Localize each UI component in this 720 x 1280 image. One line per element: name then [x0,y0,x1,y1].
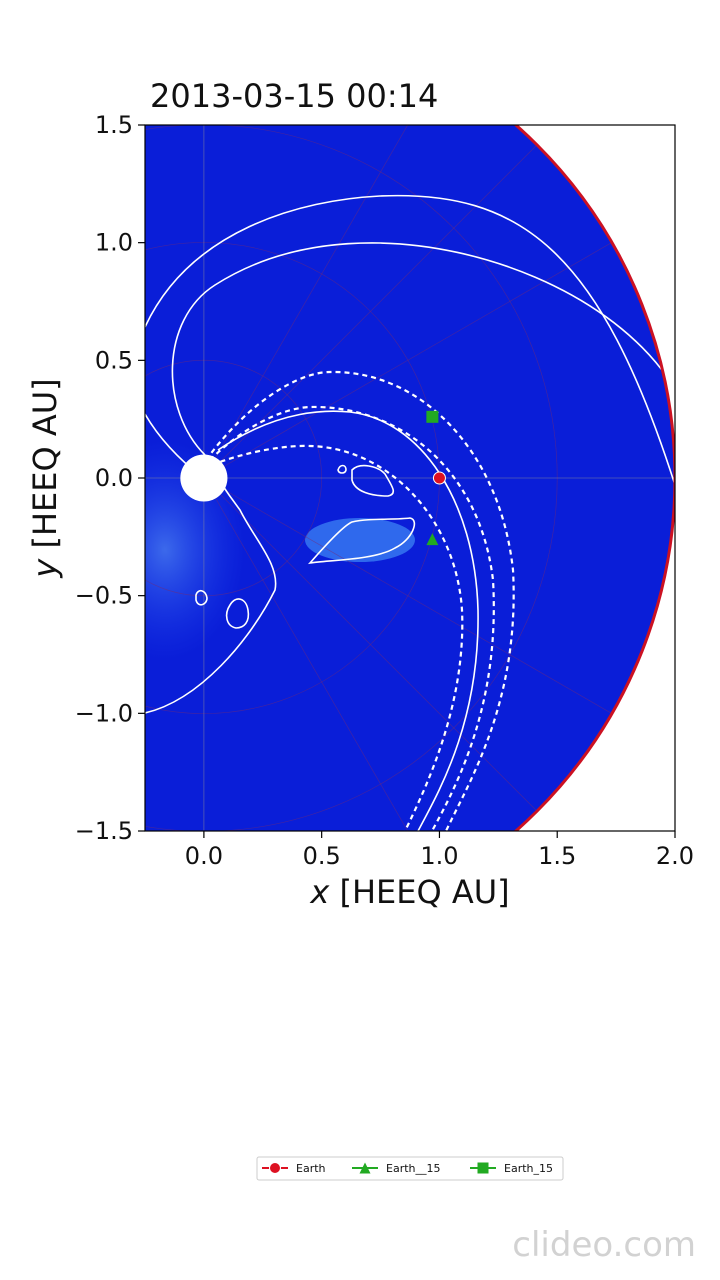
legend-label: Earth__15 [386,1162,441,1175]
chart-title: 2013-03-15 00:14 [150,77,438,115]
y-tick-label: −1.5 [75,817,133,845]
x-tick-label: 0.0 [185,842,223,870]
legend-entry-earth: Earth [262,1162,326,1175]
y-tick-label: −0.5 [75,582,133,610]
y-tick-label: 0.0 [95,464,133,492]
contour-cme-core [307,517,416,565]
x-axis-label-unit: [HEEQ AU] [329,873,509,911]
contour-small-blob [351,464,395,497]
y-axis-label-var: y [26,558,64,579]
x-tick-label: 1.5 [538,842,576,870]
legend-entry-earth--15: Earth__15 [352,1162,441,1175]
sun [180,454,228,502]
contour-tiny-blob [195,589,208,606]
legend: Earth Earth__15 Earth_15 [256,1156,564,1181]
contour-sheath-line [217,410,479,831]
contour-outer-arc [145,194,675,486]
y-tick-label: 0.5 [95,346,133,374]
x-axis-label-var: x [309,873,330,911]
plot-area [145,125,675,831]
y-axis-label-unit: [HEEQ AU] [26,378,64,558]
contour-lines [145,194,675,831]
marker-earth-15 [426,410,439,423]
grid-spoke [203,125,409,479]
y-axis-label: y [HEEQ AU] [26,378,64,578]
cme-front-inner [211,444,464,831]
grid-spoke [203,477,409,831]
grid-spoke [203,144,538,479]
contour-inner-arc [171,242,663,456]
legend-label: Earth_15 [504,1162,553,1175]
contour-sun-lobe [145,461,277,714]
x-tick-label: 1.0 [420,842,458,870]
cme-bright-region [305,518,415,562]
cme-front-middle [209,405,495,831]
y-tick-label: −1.0 [75,699,133,727]
grid-spoke [203,477,613,714]
marker-earth [432,471,446,485]
watermark: clideo.com [512,1225,696,1265]
y-tick-label: 1.0 [95,229,133,257]
y-tick-label: 1.5 [95,111,133,139]
x-tick-label: 0.5 [303,842,341,870]
contour-dot [337,464,347,474]
grid [145,125,675,831]
cme-front-outer [205,370,515,831]
x-axis-label: x [HEEQ AU] [309,873,509,911]
legend-entries: Earth Earth__15 Earth_15 [262,1162,553,1175]
contour-lobe-small [225,598,250,629]
spacecraft-markers [426,410,446,546]
x-axis-ticks: 0.0 0.5 1.0 1.5 2.0 [185,831,694,870]
marker-earth--15 [426,533,439,546]
legend-entry-earth-15: Earth_15 [470,1162,553,1175]
legend-label: Earth [296,1162,326,1175]
legend-marker [359,1162,371,1174]
legend-marker [477,1162,489,1174]
x-tick-label: 2.0 [656,842,694,870]
y-axis-ticks: −1.5 −1.0 −0.5 0.0 0.5 1.0 1.5 [75,111,145,845]
legend-marker [269,1162,281,1174]
